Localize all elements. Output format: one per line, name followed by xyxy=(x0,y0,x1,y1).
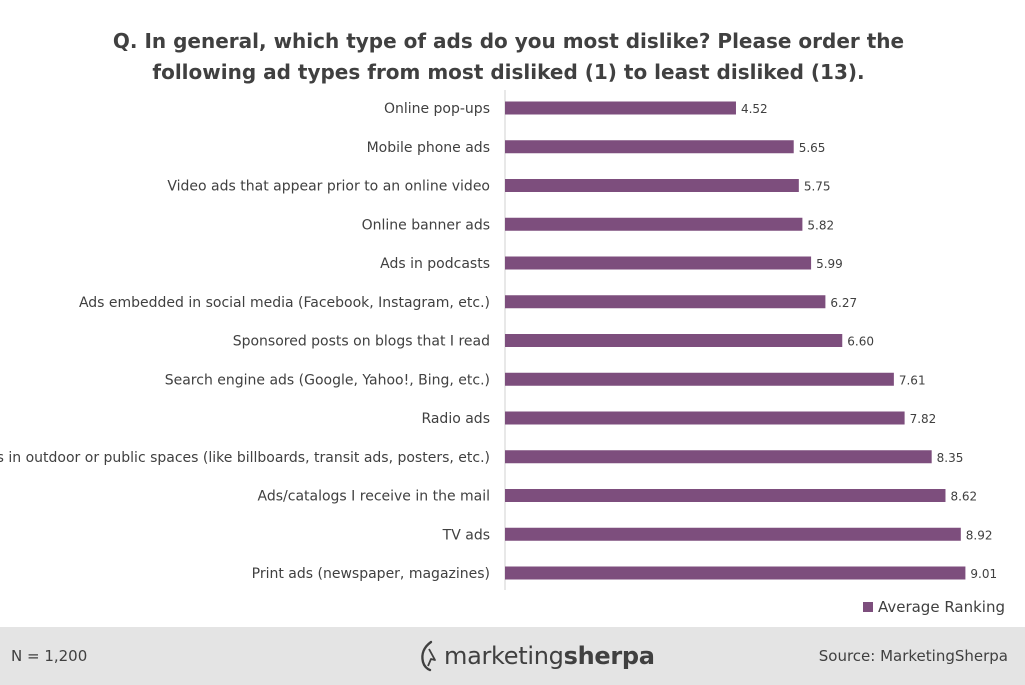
bar xyxy=(505,295,826,309)
mountain-logo-icon xyxy=(421,640,436,672)
bar xyxy=(505,372,894,386)
title-line-1: Q. In general, which type of ads do you … xyxy=(112,29,905,53)
category-label: Search engine ads (Google, Yahoo!, Bing,… xyxy=(165,372,490,388)
data-label: 6.60 xyxy=(847,335,874,349)
footer-bar: N = 1,200 marketing sherpa Source: Market… xyxy=(0,627,1025,685)
data-label: 8.35 xyxy=(937,451,964,465)
logo-text-marketing: marketing xyxy=(444,642,564,670)
bar xyxy=(505,527,961,541)
category-label: Online banner ads xyxy=(362,217,490,233)
bar xyxy=(505,217,803,231)
category-label: Ads in outdoor or public spaces (like bi… xyxy=(0,450,490,466)
marketingsherpa-logo: marketing sherpa xyxy=(416,639,655,673)
bar xyxy=(505,411,905,425)
data-label: 5.65 xyxy=(799,141,826,155)
data-label: 5.99 xyxy=(816,257,843,271)
chart-title: Q. In general, which type of ads do you … xyxy=(0,26,1017,88)
category-label: Mobile phone ads xyxy=(367,140,490,156)
bar xyxy=(505,140,794,154)
bar xyxy=(505,334,843,347)
logo-text-sherpa: sherpa xyxy=(563,642,655,670)
legend-swatch xyxy=(862,602,873,612)
data-label: 7.82 xyxy=(910,412,937,426)
category-label: Ads/catalogs I receive in the mail xyxy=(258,489,490,505)
legend: Average Ranking xyxy=(862,598,1005,616)
source-note: Source: MarketingSherpa xyxy=(818,647,1008,665)
data-label: 9.01 xyxy=(970,567,997,581)
data-label: 4.52 xyxy=(741,102,768,116)
category-label: Radio ads xyxy=(421,411,490,427)
bar xyxy=(505,256,812,270)
bar xyxy=(505,566,966,580)
legend-label: Average Ranking xyxy=(877,598,1005,616)
category-label: Ads in podcasts xyxy=(380,256,490,272)
bar xyxy=(505,101,736,115)
data-label: 8.62 xyxy=(950,490,977,504)
bar xyxy=(505,489,946,502)
sample-size: N = 1,200 xyxy=(11,647,88,665)
data-label: 7.61 xyxy=(899,373,926,387)
category-label: TV ads xyxy=(442,527,490,543)
data-label: 6.27 xyxy=(830,296,857,310)
category-label: Sponsored posts on blogs that I read xyxy=(233,334,490,350)
category-label: Video ads that appear prior to an online… xyxy=(167,179,490,195)
title-line-2: following ad types from most disliked (1… xyxy=(152,60,865,84)
category-label: Online pop-ups xyxy=(384,101,490,117)
category-label: Ads embedded in social media (Facebook, … xyxy=(79,295,490,311)
data-label: 5.82 xyxy=(807,218,834,232)
bar xyxy=(505,179,799,192)
data-label: 8.92 xyxy=(966,528,993,542)
category-label: Print ads (newspaper, magazines) xyxy=(252,566,490,582)
bar-chart: Online pop-ups 4.52 Mobile phone ads 5.65 Vi… xyxy=(0,90,997,590)
data-label: 5.75 xyxy=(804,180,831,194)
bar xyxy=(505,450,932,464)
